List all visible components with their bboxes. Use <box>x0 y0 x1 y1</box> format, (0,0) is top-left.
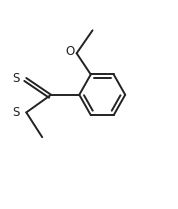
Text: O: O <box>66 45 75 58</box>
Text: S: S <box>12 71 19 84</box>
Text: S: S <box>12 106 19 119</box>
